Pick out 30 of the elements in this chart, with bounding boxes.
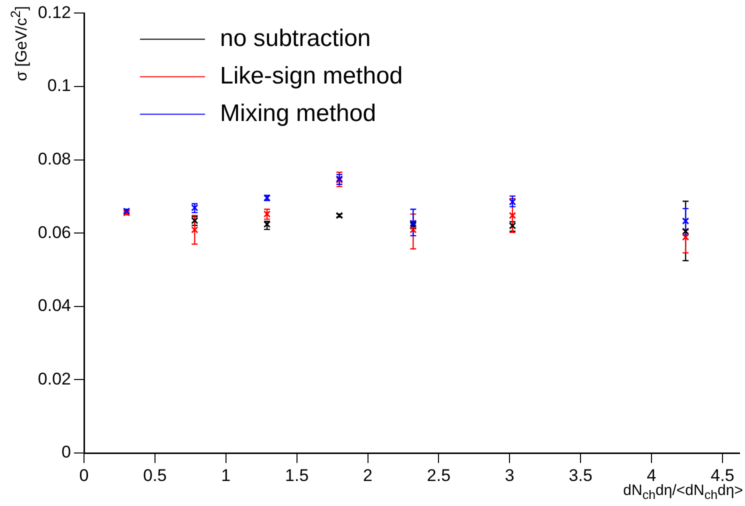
point bbox=[191, 226, 198, 234]
y-tick-label: 0.04 bbox=[38, 296, 71, 316]
x-tick-label: 2.5 bbox=[426, 466, 451, 485]
y-tick-label: 0.12 bbox=[38, 2, 71, 22]
y-tick-label: 0.06 bbox=[38, 222, 71, 242]
x-tick-label: 4 bbox=[646, 466, 656, 485]
point bbox=[508, 212, 516, 220]
x-tick-label: 0 bbox=[79, 466, 89, 485]
x-axis-title: dN$_{ch}$dη/<dN$_{ch}$dη> bbox=[623, 482, 743, 502]
y-tick-label: 0.08 bbox=[38, 149, 71, 168]
legend-label: Mixing method bbox=[220, 100, 376, 127]
legend-label: Like-sign method bbox=[220, 62, 403, 90]
x-tick-label: 1 bbox=[221, 466, 231, 485]
point bbox=[263, 220, 271, 228]
x-tick-label: 3 bbox=[504, 466, 514, 485]
point bbox=[410, 226, 417, 234]
point bbox=[682, 217, 690, 225]
x-tick-label: 3.5 bbox=[568, 466, 592, 485]
y-tick-label: 0.02 bbox=[38, 369, 71, 388]
point bbox=[682, 228, 690, 235]
x-tick-label: 2 bbox=[363, 466, 372, 485]
point bbox=[508, 198, 516, 206]
y-tick-label: 0 bbox=[62, 442, 71, 462]
y-tick-label: 0.1 bbox=[47, 76, 71, 96]
x-tick-label: 1.5 bbox=[285, 466, 309, 485]
x-tick-label: 4.5 bbox=[710, 466, 734, 485]
point bbox=[682, 234, 690, 241]
point bbox=[508, 222, 516, 230]
legend-label: no subtraction bbox=[220, 24, 371, 52]
x-tick-label: 0.5 bbox=[143, 466, 167, 485]
